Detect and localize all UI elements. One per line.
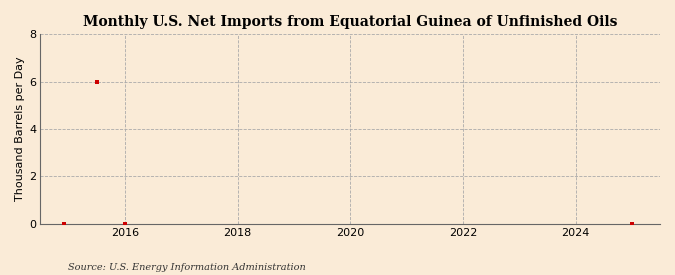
Point	[626, 222, 637, 226]
Point	[59, 222, 70, 226]
Y-axis label: Thousand Barrels per Day: Thousand Barrels per Day	[15, 57, 25, 201]
Point	[91, 79, 102, 84]
Text: Source: U.S. Energy Information Administration: Source: U.S. Energy Information Administ…	[68, 263, 305, 272]
Title: Monthly U.S. Net Imports from Equatorial Guinea of Unfinished Oils: Monthly U.S. Net Imports from Equatorial…	[83, 15, 618, 29]
Point	[119, 222, 130, 226]
